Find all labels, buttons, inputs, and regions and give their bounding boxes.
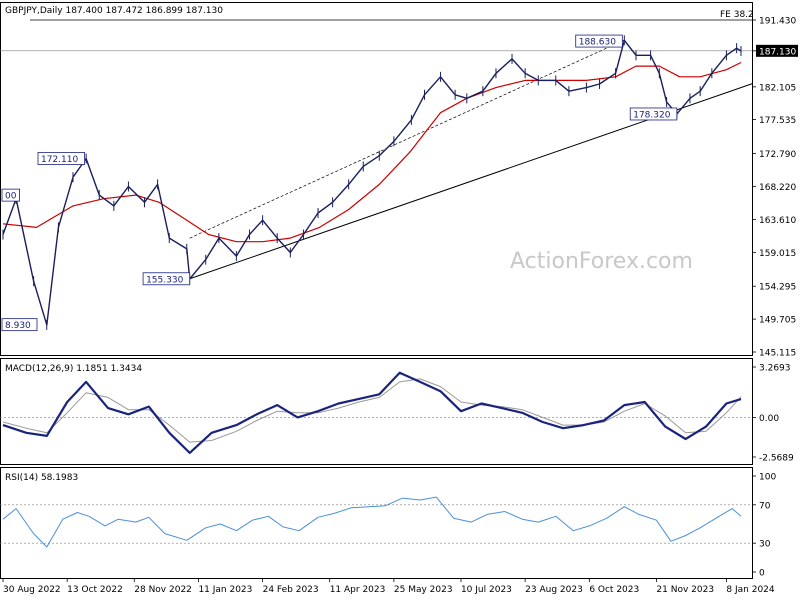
- current-price-box: [756, 44, 798, 57]
- x-tick-label: 23 Aug 2023: [525, 585, 583, 595]
- y-tick-label: 0.00: [759, 414, 779, 424]
- y-tick-label: 159.015: [759, 249, 796, 259]
- y-tick-label: 145.115: [759, 349, 796, 359]
- annotation-box: [1, 318, 38, 332]
- y-tick-label: -2.5689: [759, 454, 794, 464]
- annotation-label: 172.110: [41, 155, 78, 165]
- x-tick-label: 11 Apr 2023: [330, 585, 386, 595]
- current-price-label: 187.130: [759, 47, 796, 57]
- annotation-box: [1, 188, 21, 202]
- annotation-box: [575, 34, 623, 48]
- annotation-label: 00: [5, 192, 17, 202]
- x-tick-label: 11 Jan 2023: [198, 585, 252, 595]
- y-tick-label: 3.2693: [759, 364, 791, 374]
- y-tick-label: 168.220: [759, 183, 796, 193]
- annotation-box: [37, 152, 85, 165]
- x-tick-label: 28 Nov 2022: [134, 585, 192, 595]
- y-tick-label: 30: [759, 540, 771, 550]
- watermark: ActionForex.com: [510, 249, 693, 274]
- x-tick-label: 21 Nov 2023: [656, 585, 714, 595]
- fe-label: FE 38.2: [720, 10, 754, 20]
- x-tick-label: 6 Oct 2023: [589, 585, 639, 595]
- macd-panel: MACD(12,26,9) 1.1851 1.3434: [0, 358, 753, 465]
- annotation-label: 188.630: [579, 38, 616, 48]
- y-tick-label: 182.105: [759, 83, 796, 93]
- x-tick-label: 13 Oct 2022: [67, 585, 123, 595]
- x-tick-label: 8 Jan 2024: [726, 585, 774, 595]
- y-tick-label: 177.535: [759, 116, 796, 126]
- chart-title: GBPJPY,Daily 187.400 187.472 186.899 187…: [5, 6, 223, 16]
- rsi-line: [2, 496, 742, 548]
- price-line: [2, 39, 742, 326]
- y-tick-label: 191.430: [759, 17, 796, 27]
- rsi-panel: RSI(14) 58.1983: [0, 467, 753, 579]
- macd-line: [2, 371, 742, 454]
- annotation-label: 8.930: [5, 321, 31, 331]
- y-tick-label: 70: [759, 501, 771, 511]
- y-tick-label: 0: [759, 569, 765, 579]
- x-tick-label: 10 Jul 2023: [461, 585, 512, 595]
- annotation-box: [629, 107, 678, 121]
- rsi-title: RSI(14) 58.1983: [5, 473, 78, 483]
- annotation-label: 155.330: [146, 275, 183, 285]
- y-tick-label: 172.790: [759, 150, 796, 160]
- x-tick-label: 24 Feb 2023: [263, 585, 319, 595]
- y-tick-label: 154.295: [759, 283, 796, 293]
- macd-signal-line: [2, 378, 742, 443]
- annotation-box: [142, 272, 191, 286]
- macd-title: MACD(12,26,9) 1.1851 1.3434: [5, 364, 142, 374]
- x-tick-label: 25 May 2023: [394, 585, 453, 595]
- x-tick-label: 30 Aug 2022: [3, 585, 61, 595]
- y-tick-label: 163.610: [759, 216, 796, 226]
- y-tick-label: 100: [759, 473, 776, 483]
- price-panel: ActionForex.com 172.110 155.330 188.630 178…: [0, 2, 754, 356]
- annotation-label: 178.320: [633, 110, 670, 120]
- y-tick-label: 149.705: [759, 316, 796, 326]
